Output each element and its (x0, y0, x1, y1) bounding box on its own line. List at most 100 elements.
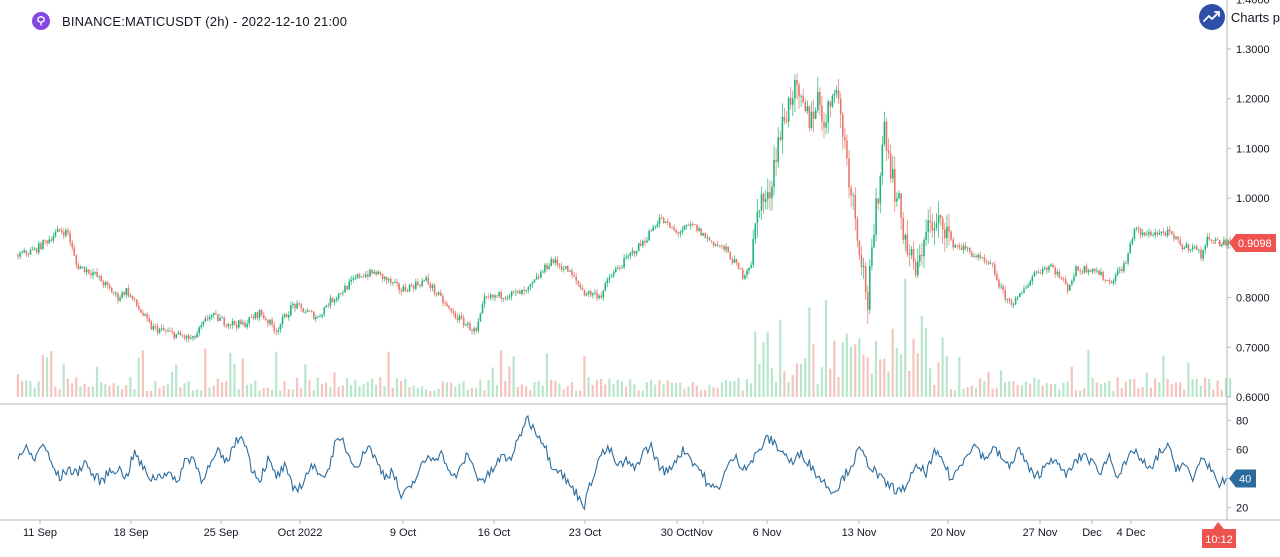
candle-body (210, 315, 213, 317)
candle-body (304, 312, 307, 313)
candle-body (781, 116, 784, 140)
candle-body (308, 310, 311, 312)
candle-body (1037, 271, 1040, 273)
candle-body (350, 279, 352, 282)
candle-body (346, 285, 348, 290)
volume-bar (550, 379, 553, 397)
volume-bar (929, 368, 932, 397)
candle-body (921, 254, 923, 257)
candle-body (917, 261, 919, 276)
candle-body (910, 249, 913, 256)
candle-body (365, 274, 367, 277)
brand-link[interactable]: Charts p (1198, 4, 1280, 30)
candle-body (685, 225, 688, 226)
candle-body (700, 228, 702, 236)
candle-body (288, 315, 290, 318)
candle-body (263, 315, 265, 319)
candle-body (1200, 249, 1202, 259)
candle-body (496, 295, 498, 297)
candle-body (131, 295, 134, 299)
candle-body (344, 285, 346, 293)
volume-bar (804, 358, 807, 397)
volume-bar (87, 387, 90, 397)
candle-body (646, 240, 648, 243)
candle-body (844, 136, 846, 141)
volume-bar (275, 351, 278, 397)
candle-body (952, 239, 954, 248)
volume-bar (475, 387, 478, 397)
volume-bar (112, 382, 115, 397)
candle-body (77, 265, 80, 269)
candle-body (1035, 271, 1038, 273)
volume-bar (341, 385, 344, 397)
candle-body (1227, 240, 1229, 246)
volume-bar (120, 389, 124, 397)
last-price-badge (1229, 233, 1276, 252)
volume-bar (41, 355, 44, 397)
volume-bar (916, 353, 919, 397)
candle-body (279, 324, 282, 330)
candle-body (481, 304, 484, 314)
candle-body (860, 255, 863, 268)
volume-bar (145, 390, 149, 397)
candle-body (662, 218, 665, 223)
candle-body (1177, 236, 1179, 240)
candle-body (958, 245, 961, 248)
candle-body (827, 101, 829, 123)
candle-body (517, 290, 519, 292)
candle-body (500, 292, 502, 299)
candle-body (683, 225, 686, 230)
candle-body (1121, 269, 1123, 272)
candle-body (1148, 231, 1150, 235)
candle-body (677, 232, 679, 234)
candle-body (1221, 244, 1223, 246)
candle-body (1083, 266, 1086, 273)
candle-body (1058, 271, 1061, 278)
candle-body (764, 199, 767, 202)
candle-body (702, 232, 704, 236)
candle-body (1012, 304, 1015, 305)
candle-body (887, 150, 890, 154)
candle-body (510, 291, 513, 297)
volume-bar (1199, 385, 1202, 397)
candle-body (721, 245, 723, 247)
volume-bar (554, 380, 557, 397)
volume-bar (183, 383, 186, 397)
volume-bar (104, 383, 107, 397)
candle-body (1089, 270, 1092, 272)
candle-body (723, 245, 725, 250)
candle-body (1175, 236, 1177, 239)
candle-body (785, 120, 788, 122)
candle-body (367, 274, 369, 277)
candle-body (1116, 270, 1119, 275)
volume-bar (445, 382, 448, 397)
candle-body (25, 250, 28, 254)
candle-body (479, 313, 482, 322)
time-tick-label: 6 Nov (753, 527, 782, 539)
candle-body (254, 312, 257, 319)
candle-body (331, 297, 334, 303)
candle-body (596, 292, 598, 299)
time-tick-label: 20 Nov (931, 527, 966, 539)
candle-body (323, 307, 325, 315)
candle-body (842, 114, 844, 137)
volume-bar (949, 389, 953, 397)
volume-bar (1004, 382, 1007, 397)
candle-body (163, 328, 165, 331)
volume-bar (220, 382, 224, 397)
volume-bar (416, 387, 419, 397)
candle-body (873, 234, 875, 248)
volume-bar (645, 382, 648, 397)
candle-body (360, 276, 363, 278)
volume-bar (716, 388, 719, 397)
candle-body (429, 283, 432, 289)
candle-body (408, 285, 411, 292)
candle-body (1156, 232, 1159, 235)
candle-body (606, 279, 609, 284)
volume-bar (304, 364, 307, 397)
candle-body (175, 334, 178, 339)
volume-bar (1054, 384, 1057, 397)
volume-bar (991, 388, 994, 397)
price-tick-label: 0.7000 (1236, 342, 1270, 354)
